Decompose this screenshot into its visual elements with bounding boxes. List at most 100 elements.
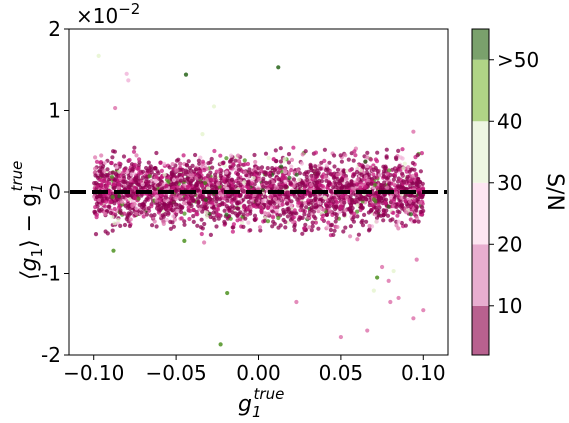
data-point [310,220,315,225]
data-point [108,200,113,205]
data-point [313,220,318,225]
data-point [395,213,400,218]
data-point [125,213,130,218]
data-point [194,211,199,217]
data-point [206,161,211,166]
data-point [414,182,419,187]
data-point [146,179,151,184]
data-point [374,210,379,215]
data-point [173,202,179,207]
data-point [181,200,187,206]
data-point [344,195,349,200]
data-point [193,152,198,158]
data-point [284,201,290,206]
data-point [214,224,219,229]
data-point [295,197,300,202]
data-point [300,152,305,157]
x-tick-label: −0.05 [145,361,206,385]
data-point [375,150,380,155]
data-point [394,204,399,209]
data-point [273,159,279,164]
data-point [332,174,337,179]
data-point [179,216,184,221]
data-point [230,204,235,209]
data-point [128,210,134,216]
data-point [351,191,356,196]
data-point [198,225,204,230]
data-point [402,161,407,166]
data-point [343,225,348,230]
data-point [199,217,204,222]
data-point [102,160,108,165]
data-point [398,155,403,160]
data-point [273,196,278,202]
data-point [335,167,341,172]
data-point [146,160,151,165]
data-point [154,150,159,156]
data-point [164,217,169,223]
data-point [421,208,426,214]
data-point [107,204,112,209]
data-point [216,182,221,187]
data-point [412,167,417,172]
data-point [248,228,253,233]
colorbar-band [472,29,489,60]
data-point [419,151,424,156]
data-point [270,209,275,214]
data-point [218,192,223,197]
data-point [224,170,229,175]
data-point [285,214,290,219]
data-point [289,164,294,169]
data-point [351,158,356,163]
data-point [410,160,415,166]
data-point [199,204,204,209]
data-point [339,159,344,164]
data-point [408,178,413,183]
data-point [222,219,227,224]
data-point [360,218,365,223]
data-point [94,201,99,206]
data-point [191,198,196,203]
data-point [124,71,129,76]
data-point [188,168,193,173]
data-point [149,170,154,175]
data-point [416,196,421,201]
data-point [308,194,313,199]
data-point [145,196,150,201]
data-point [288,211,293,216]
data-point [343,153,348,158]
data-point [97,169,102,174]
data-point [381,208,386,213]
data-point [99,153,104,158]
data-point [365,328,370,333]
data-point [385,185,390,190]
data-point [395,184,400,189]
data-point [247,167,252,172]
data-point [216,216,221,221]
colorbar-band [472,59,489,122]
data-point [125,205,130,210]
data-point [210,178,215,183]
data-point [321,207,326,212]
data-point [331,185,336,190]
data-point [178,194,183,199]
data-point [350,199,355,204]
data-point [328,223,333,228]
data-point [179,205,184,211]
data-point [229,153,234,158]
data-point [397,210,402,215]
data-point [415,153,420,158]
x-axis-label: g1true [238,385,284,421]
data-point [416,177,421,182]
data-point [365,155,370,160]
data-point [291,145,296,150]
data-point [320,216,325,222]
data-point [316,170,321,175]
data-point [218,174,223,179]
data-point [333,219,338,224]
data-point [184,162,189,167]
data-point [105,173,110,178]
data-point [236,153,241,158]
data-point [393,155,399,160]
data-point [411,316,416,321]
